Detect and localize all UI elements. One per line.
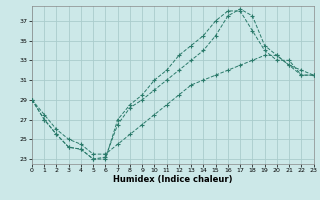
X-axis label: Humidex (Indice chaleur): Humidex (Indice chaleur) xyxy=(113,175,233,184)
